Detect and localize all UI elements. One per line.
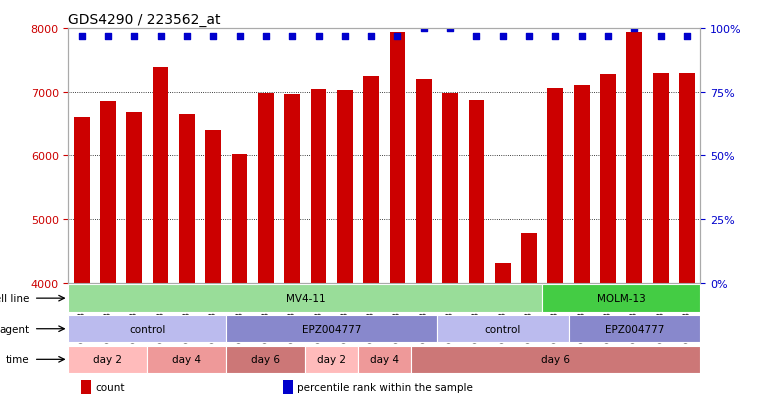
Bar — [285, 95, 300, 283]
Text: EPZ004777: EPZ004777 — [605, 324, 664, 334]
FancyBboxPatch shape — [227, 346, 305, 373]
Bar — [310, 89, 326, 283]
FancyBboxPatch shape — [68, 346, 148, 373]
Point — [629, 26, 641, 32]
Bar — [205, 131, 221, 283]
Bar — [679, 74, 695, 283]
FancyBboxPatch shape — [227, 315, 437, 343]
Point — [260, 33, 272, 40]
Text: time: time — [5, 354, 30, 364]
Point — [444, 26, 456, 32]
Point — [286, 33, 298, 40]
Bar — [74, 118, 90, 283]
Bar — [283, 380, 293, 394]
Point — [313, 33, 325, 40]
Bar — [100, 102, 116, 283]
Point — [234, 33, 246, 40]
Bar — [626, 33, 642, 283]
FancyBboxPatch shape — [68, 315, 227, 343]
Bar — [416, 80, 431, 283]
Bar — [126, 113, 142, 283]
Text: count: count — [95, 382, 125, 392]
FancyBboxPatch shape — [148, 346, 227, 373]
Text: agent: agent — [0, 324, 30, 334]
Bar — [653, 74, 669, 283]
Text: EPZ004777: EPZ004777 — [302, 324, 361, 334]
Text: day 6: day 6 — [541, 354, 570, 364]
Text: MV4-11: MV4-11 — [285, 294, 325, 304]
Point — [207, 33, 219, 40]
Point — [575, 33, 587, 40]
FancyBboxPatch shape — [542, 285, 700, 312]
Point — [75, 33, 88, 40]
Text: day 2: day 2 — [94, 354, 123, 364]
Bar — [179, 115, 195, 283]
Text: day 2: day 2 — [317, 354, 346, 364]
Text: cell line: cell line — [0, 294, 30, 304]
Bar — [574, 86, 590, 283]
Text: MOLM-13: MOLM-13 — [597, 294, 645, 304]
Bar — [495, 263, 511, 283]
Bar — [547, 89, 563, 283]
Point — [339, 33, 351, 40]
FancyBboxPatch shape — [358, 346, 411, 373]
Point — [654, 33, 667, 40]
Point — [418, 26, 430, 32]
Point — [549, 33, 562, 40]
Point — [102, 33, 114, 40]
Bar — [81, 380, 91, 394]
Point — [365, 33, 377, 40]
Bar — [153, 68, 168, 283]
Text: control: control — [485, 324, 521, 334]
Text: day 4: day 4 — [173, 354, 202, 364]
Point — [391, 33, 403, 40]
Bar — [363, 76, 379, 283]
FancyBboxPatch shape — [68, 285, 542, 312]
Point — [681, 33, 693, 40]
FancyBboxPatch shape — [568, 315, 700, 343]
FancyBboxPatch shape — [437, 315, 568, 343]
Bar — [442, 94, 458, 283]
FancyBboxPatch shape — [305, 346, 358, 373]
Point — [602, 33, 614, 40]
Point — [497, 33, 509, 40]
Bar — [258, 94, 274, 283]
Bar — [337, 90, 352, 283]
Text: percentile rank within the sample: percentile rank within the sample — [297, 382, 473, 392]
Text: GDS4290 / 223562_at: GDS4290 / 223562_at — [68, 12, 221, 26]
Bar — [390, 33, 406, 283]
Point — [154, 33, 167, 40]
Bar — [521, 234, 537, 283]
Text: control: control — [129, 324, 166, 334]
FancyBboxPatch shape — [411, 346, 700, 373]
Point — [470, 33, 482, 40]
Point — [128, 33, 140, 40]
Bar — [469, 101, 484, 283]
Point — [523, 33, 535, 40]
Text: day 6: day 6 — [251, 354, 280, 364]
Text: day 4: day 4 — [370, 354, 399, 364]
Point — [181, 33, 193, 40]
Bar — [600, 75, 616, 283]
Bar — [231, 155, 247, 283]
